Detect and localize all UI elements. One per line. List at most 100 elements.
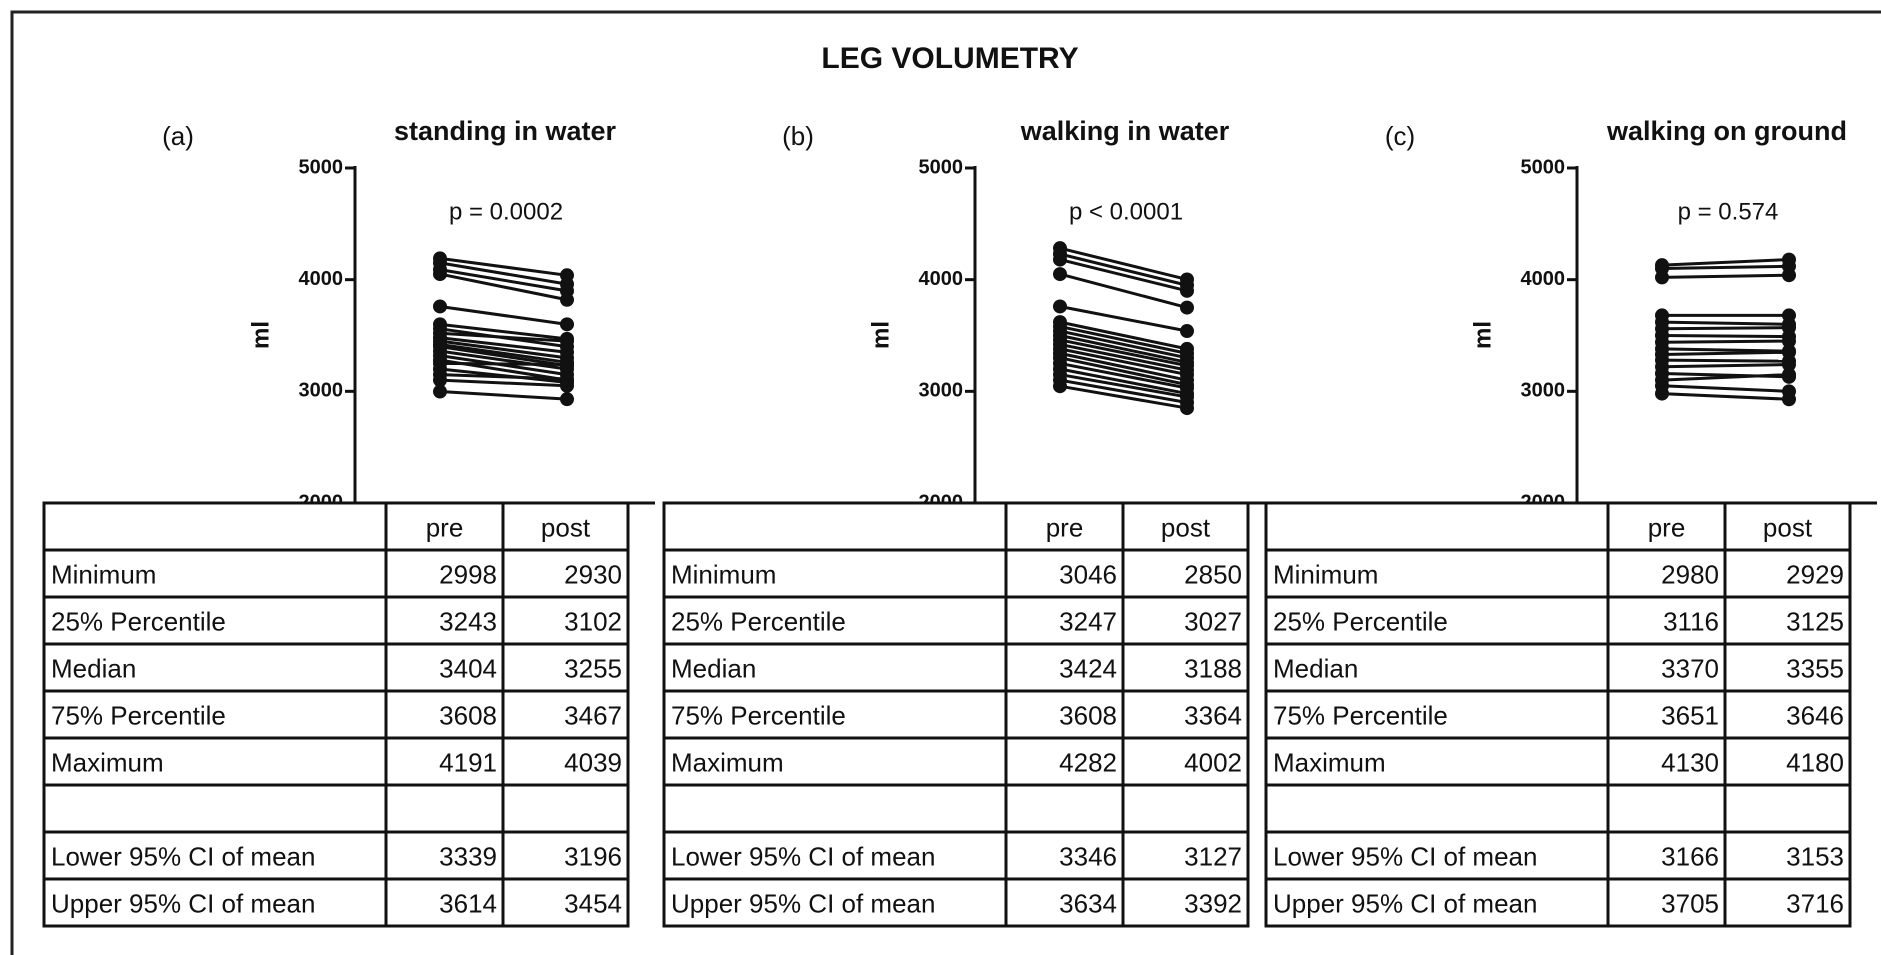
subject-point [560,357,574,372]
cell-value: 3355 [1786,653,1844,683]
row-label: Upper 95% CI of mean [51,888,315,918]
column-header: post [1763,512,1813,542]
p-value: p = 0.574 [1678,198,1779,225]
y-tick-label: 5000 [1521,156,1566,178]
subject-line [1059,351,1188,382]
panel-title: standing in water [394,116,617,146]
cell-value: 3153 [1786,841,1844,871]
y-tick-label: 3000 [1521,380,1566,402]
row-label: 25% Percentile [1273,606,1448,636]
subject-line [1661,264,1790,270]
row-label: Maximum [51,747,164,777]
row-label: 75% Percentile [671,700,846,730]
cell-value: 4039 [564,747,622,777]
subject-line [1059,329,1188,360]
cell-value: 3404 [439,653,497,683]
subject-point [1180,283,1194,298]
cell-value: 3454 [564,888,622,918]
cell-value: 3370 [1661,653,1719,683]
cell-value: 3125 [1786,606,1844,636]
subject-line [1059,320,1188,351]
subject-line [439,256,568,277]
cell-value: 3364 [1184,700,1242,730]
panel-title: walking in water [1020,116,1230,146]
cell-value: 3346 [1059,841,1117,871]
table-border [662,501,1250,928]
cell-value: 3634 [1059,888,1117,918]
subject-line [1059,338,1188,368]
subject-line [439,322,568,341]
subject-line [439,349,568,371]
subject-line [439,378,568,388]
subject-line [439,261,568,286]
y-tick-label: 4000 [299,268,344,290]
cell-value: 3608 [439,700,497,730]
subject-line [1059,356,1188,387]
panel-label: (a) [162,121,194,151]
cell-value: 3046 [1059,559,1117,589]
subject-point [1053,267,1067,282]
subject-point [433,299,447,314]
row-label: Lower 95% CI of mean [671,841,935,871]
column-header: post [1161,512,1211,542]
subject-point [1180,401,1194,416]
subject-line [1059,361,1188,390]
subject-line [1059,378,1188,404]
cell-value: 3716 [1786,888,1844,918]
subject-point [560,392,574,407]
subject-line [1661,326,1790,331]
subject-line [1661,334,1790,339]
subject-line [1661,273,1790,279]
cell-value: 2980 [1661,559,1719,589]
row-label: Median [671,653,756,683]
panel-label: (c) [1385,121,1415,151]
table-border [1264,501,1852,928]
cell-value: 3424 [1059,653,1117,683]
subject-point [1655,270,1669,285]
subject-line [1059,304,1188,333]
row-label: 25% Percentile [51,606,226,636]
cell-value: 3116 [1663,606,1719,636]
cell-value: 3243 [439,606,497,636]
cell-value: 4130 [1661,747,1719,777]
subject-line [439,272,568,302]
subject-point [1782,367,1796,382]
row-label: Median [51,653,136,683]
subject-line [1059,325,1188,355]
subject-line [1059,347,1188,377]
subject-point [1782,357,1796,372]
cell-value: 3608 [1059,700,1117,730]
subject-line [1059,373,1188,399]
subject-line [439,339,568,360]
subject-line [1059,246,1188,281]
subject-line [1661,373,1790,382]
row-label: Lower 95% CI of mean [1273,841,1537,871]
subject-point [1180,324,1194,339]
row-label: Median [1273,653,1358,683]
y-tick-label: 4000 [919,268,964,290]
subject-line [1661,384,1790,393]
subject-line [1661,347,1790,353]
subject-point [1180,300,1194,315]
subject-line [1661,258,1790,267]
cell-value: 3339 [439,841,497,871]
row-label: Upper 95% CI of mean [671,888,935,918]
table-border [42,501,630,928]
row-label: Minimum [1273,559,1378,589]
subject-point [560,317,574,332]
subject-point [1053,379,1067,394]
figure-border [10,10,1881,955]
row-label: Minimum [51,559,156,589]
cell-value: 3127 [1184,841,1242,871]
column-header: pre [1046,512,1084,542]
row-label: Maximum [1273,747,1386,777]
subject-point [1053,252,1067,267]
y-tick-label: 5000 [919,156,964,178]
subject-line [439,336,568,354]
subject-point [560,334,574,349]
subject-line [439,342,568,364]
row-label: Lower 95% CI of mean [51,841,315,871]
subject-line [1059,334,1188,364]
